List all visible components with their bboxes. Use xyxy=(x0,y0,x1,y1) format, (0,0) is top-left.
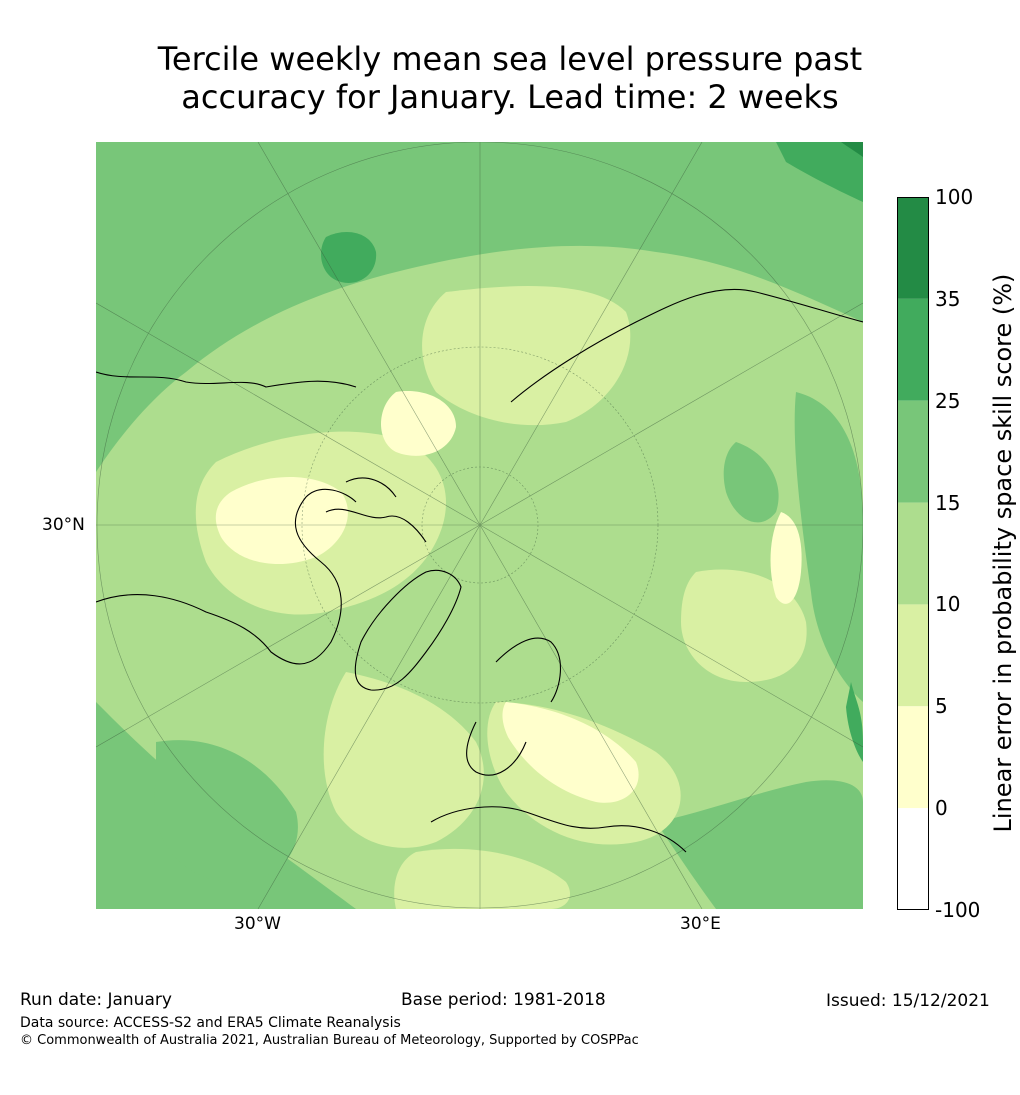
colorbar-bin-10-15 xyxy=(897,502,929,605)
meridian xyxy=(257,524,481,909)
europe-coast xyxy=(466,637,562,776)
colorbar-tick-label: 100 xyxy=(935,185,974,209)
run-date: Run date: January xyxy=(20,990,172,1010)
colorbar-tick-label: 0 xyxy=(935,796,948,821)
meridian xyxy=(257,142,481,526)
colorbar-tick-label: 10 xyxy=(935,592,961,617)
issued-date: Issued: 15/12/2021 xyxy=(826,991,990,1011)
canadian-archipelago xyxy=(325,477,427,543)
siberia-coast xyxy=(510,288,863,403)
colorbar-tick-label: 25 xyxy=(935,388,961,413)
greenland-coast xyxy=(354,569,462,691)
data-source: Data source: ACCESS-S2 and ERA5 Climate … xyxy=(20,1015,401,1031)
base-period: Base period: 1981-2018 xyxy=(401,990,606,1010)
meridian xyxy=(96,302,481,526)
meridian xyxy=(479,302,863,526)
north-america-coast xyxy=(96,488,357,665)
copyright: © Commonwealth of Australia 2021, Austra… xyxy=(20,1033,639,1048)
meridian xyxy=(479,524,703,909)
meridian xyxy=(479,524,863,748)
region-0-5 xyxy=(215,391,802,803)
skill-score-map xyxy=(96,142,863,909)
lon-label-30e: 30°E xyxy=(680,914,721,934)
alaska-coast xyxy=(96,371,357,388)
colorbar-bin-0-5 xyxy=(897,706,929,809)
colorbar-tick-label: -100 xyxy=(935,898,981,922)
region-5-10 xyxy=(195,286,807,909)
colorbar-tick-label: 5 xyxy=(935,694,948,719)
title-line-1: Tercile weekly mean sea level pressure p… xyxy=(157,40,863,78)
colorbar-bin--100-0 xyxy=(897,808,929,910)
region-25-35 xyxy=(321,142,863,762)
colorbar-tick-label: 35 xyxy=(935,286,961,311)
colorbar-bin-35-100 xyxy=(897,197,929,299)
colorbar-frame xyxy=(897,197,929,910)
coastlines xyxy=(96,288,863,853)
mediterranean-coast xyxy=(430,806,687,853)
meridian xyxy=(96,524,481,748)
lon-label-30w: 30°W xyxy=(234,914,281,934)
colorbar-bin-15-25 xyxy=(897,400,929,503)
colorbar-title: Linear error in probability space skill … xyxy=(989,273,1017,833)
graticule xyxy=(96,142,863,909)
meridian xyxy=(479,142,703,526)
colorbar-tick-label: 15 xyxy=(935,490,961,515)
colorbar-bin-5-10 xyxy=(897,604,929,707)
chart-title: Tercile weekly mean sea level pressure p… xyxy=(0,40,1020,116)
colorbar xyxy=(897,197,929,910)
lat-label-30n: 30°N xyxy=(42,515,85,535)
region-35-100 xyxy=(841,142,863,157)
colorbar-bin-25-35 xyxy=(897,298,929,401)
title-line-2: accuracy for January. Lead time: 2 weeks xyxy=(181,78,839,116)
